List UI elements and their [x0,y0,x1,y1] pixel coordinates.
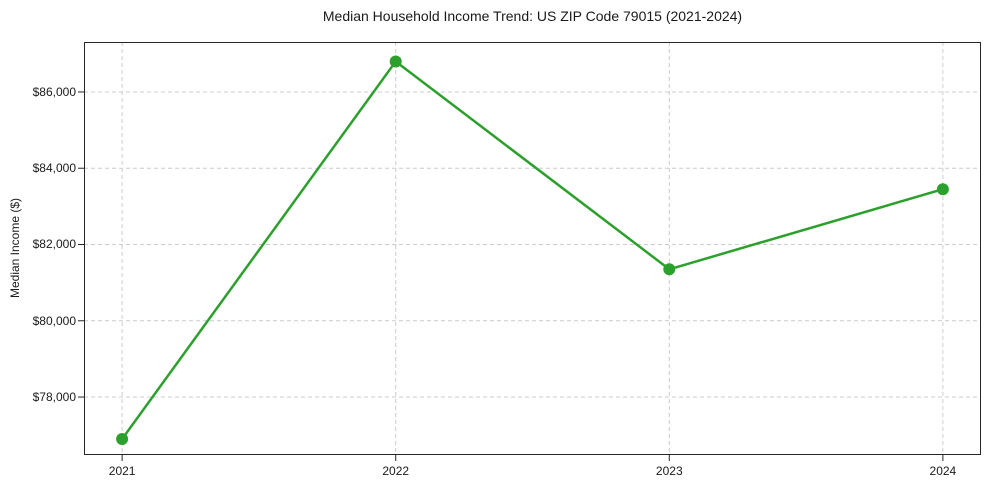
y-tick-label: $82,000 [32,237,76,252]
y-tick-label: $86,000 [32,84,76,99]
plot-border [84,42,981,455]
trend-line [120,60,945,441]
x-tick-label: 2022 [382,464,410,478]
x-tick-label: 2024 [929,464,957,478]
data-point-2021 [116,432,129,445]
y-tick-label: $80,000 [32,313,76,328]
y-tick-label: $78,000 [32,390,76,405]
x-tick-label: 2023 [655,464,683,478]
y-tick-label: $84,000 [32,161,76,176]
chart-title: Median Household Income Trend: US ZIP Co… [322,8,743,24]
plot-area: $78,000 $80,000 $82,000 $84,000 $86,000 2021 2… [33,42,981,478]
line-chart-svg [78,42,981,461]
data-point-2022 [389,55,402,68]
data-point-2023 [663,263,676,276]
data-point-2024 [936,183,949,196]
x-tick-label: 2021 [108,464,136,478]
